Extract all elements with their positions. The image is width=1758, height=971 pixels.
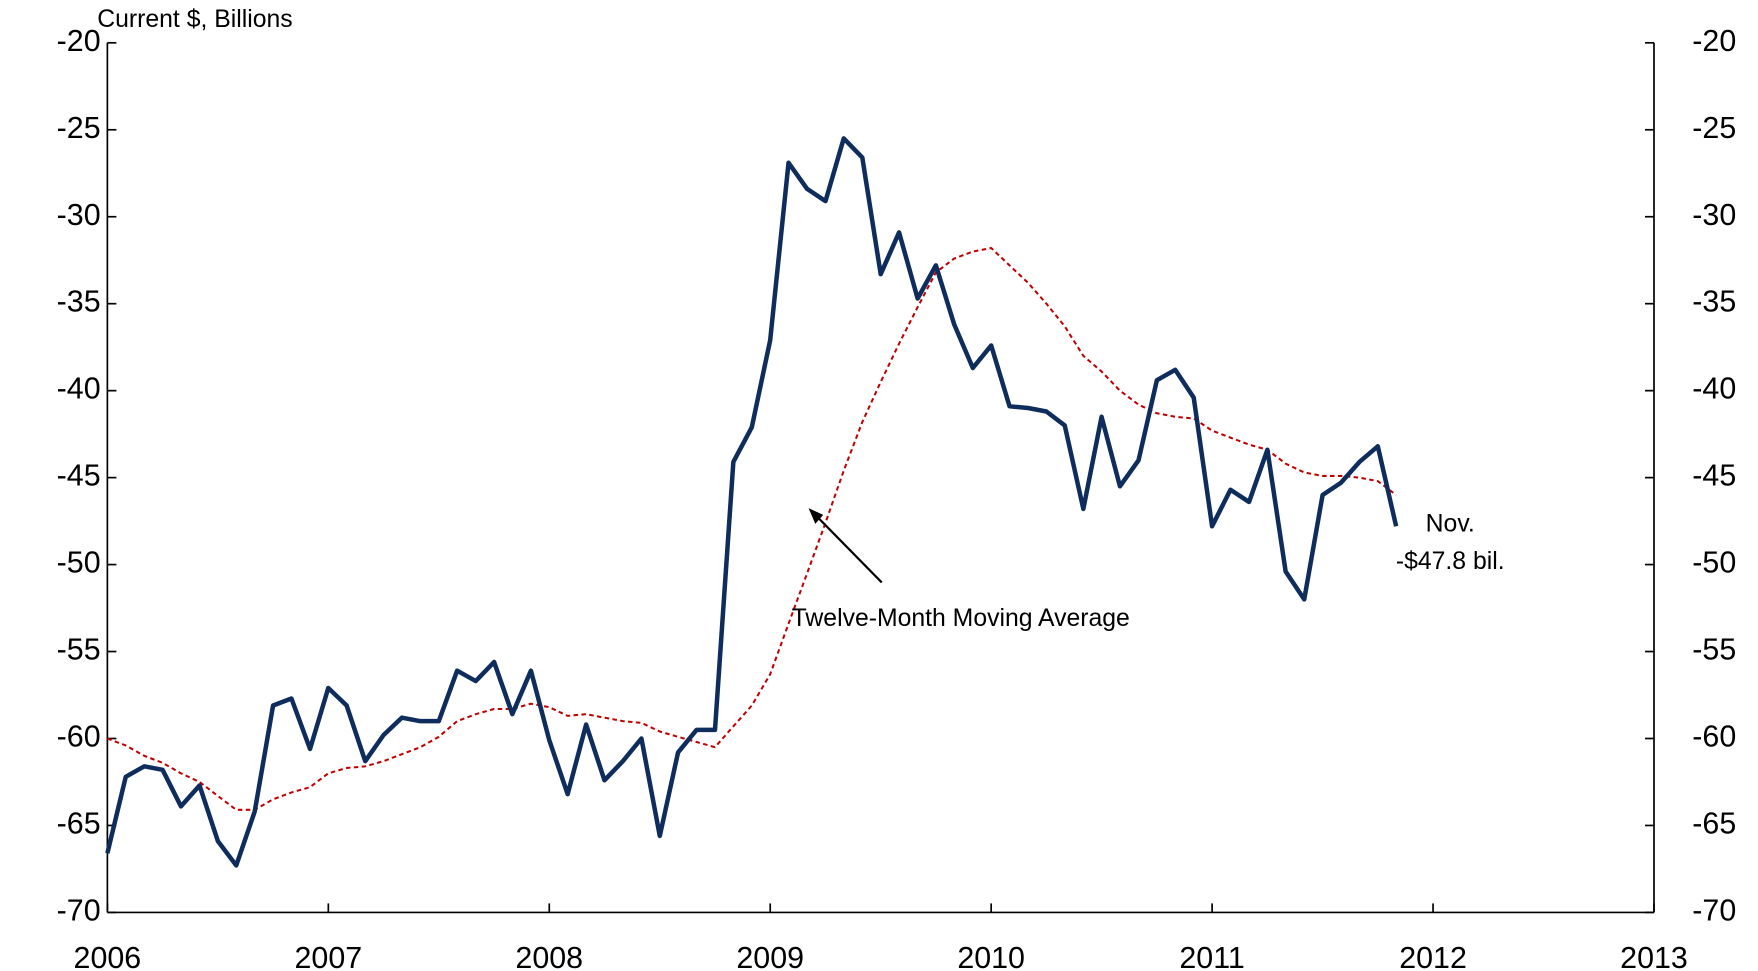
arrow-head — [808, 508, 824, 524]
y-tick-label: -25 — [57, 111, 101, 145]
y2-tick-label: -70 — [1692, 893, 1736, 927]
annotation: Twelve-Month Moving Average — [792, 605, 1130, 632]
x-tick-label: 2011 — [1179, 941, 1244, 971]
x-tick-label: 2012 — [1399, 941, 1467, 971]
x-tick-label: 2007 — [294, 941, 362, 971]
y2-tick-label: -60 — [1692, 720, 1736, 754]
y-tick-label: -20 — [57, 24, 101, 58]
y-tick-label: -35 — [57, 285, 101, 319]
y-axis-label: Current $, Billions — [97, 6, 292, 33]
annotation: Nov. — [1426, 511, 1475, 538]
annotation-arrow — [815, 515, 883, 584]
y2-tick-label: -65 — [1692, 806, 1736, 840]
y-tick-label: -40 — [57, 372, 101, 406]
y-tick-label: -50 — [57, 546, 101, 580]
moving-average-line — [107, 247, 1397, 811]
x-tick-label: 2013 — [1620, 941, 1688, 971]
y2-tick-label: -35 — [1692, 285, 1736, 319]
y2-tick-label: -20 — [1692, 24, 1736, 58]
y2-tick-label: -25 — [1692, 111, 1736, 145]
y2-tick-label: -45 — [1692, 459, 1736, 493]
y2-tick-label: -40 — [1692, 372, 1736, 406]
data-line — [105, 136, 1399, 868]
y-tick-label: -30 — [57, 198, 101, 232]
annotation: -$47.8 bil. — [1396, 548, 1505, 575]
y-tick-label: -45 — [57, 459, 101, 493]
y2-tick-label: -50 — [1692, 546, 1736, 580]
y-tick-label: -70 — [57, 893, 101, 927]
y2-tick-label: -55 — [1692, 633, 1736, 667]
x-tick-label: 2009 — [736, 941, 804, 971]
y-tick-label: -60 — [57, 720, 101, 754]
x-tick-label: 2008 — [515, 941, 583, 971]
y2-tick-label: -30 — [1692, 198, 1736, 232]
y-tick-label: -55 — [57, 633, 101, 667]
y-tick-label: -65 — [57, 806, 101, 840]
x-tick-label: 2006 — [74, 941, 142, 971]
x-tick-label: 2010 — [957, 941, 1025, 971]
